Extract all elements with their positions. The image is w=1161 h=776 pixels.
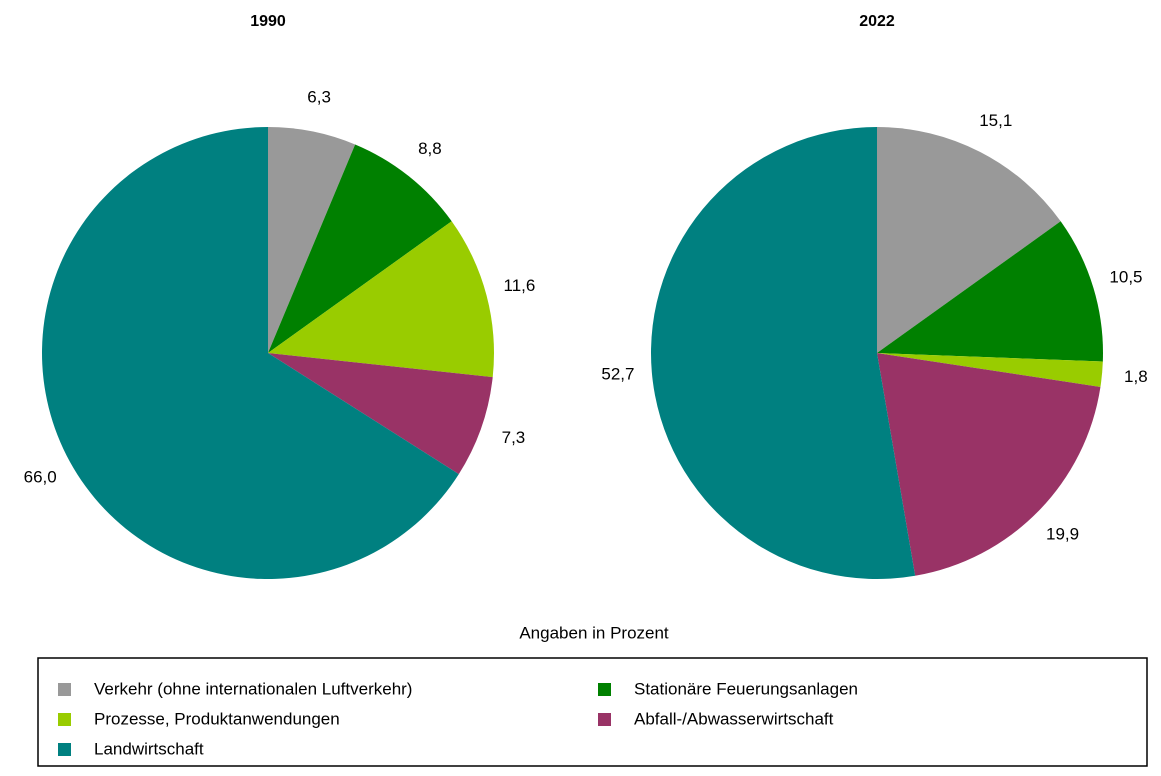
pie-slice: [268, 353, 493, 475]
legend-swatch: [58, 743, 71, 756]
legend-label: Prozesse, Produktanwendungen: [94, 709, 340, 728]
pie-slice: [268, 127, 356, 353]
data-label: 8,8: [418, 139, 442, 158]
legend-box: [37, 657, 1148, 767]
legend-label: Landwirtschaft: [94, 739, 204, 758]
data-label: 66,0: [24, 468, 57, 487]
pie-slice: [877, 127, 1061, 353]
data-label: 11,6: [504, 276, 536, 295]
legend-swatch: [598, 683, 611, 696]
pie-slice: [41, 127, 459, 580]
note: Angaben in Prozent: [519, 623, 669, 642]
data-label: 52,7: [601, 365, 634, 384]
pie-slice: [877, 353, 1103, 387]
data-label: 1,8: [1124, 367, 1148, 386]
legend-swatch: [58, 683, 71, 696]
pie-slice: [651, 127, 916, 579]
chart-title: 2022: [859, 13, 895, 30]
chart-title: 1990: [250, 13, 286, 30]
pie-slice: [268, 144, 452, 353]
pie-slice: [877, 353, 1101, 576]
data-label: 7,3: [502, 428, 526, 447]
legend-label: Stationäre Feuerungsanlagen: [634, 679, 858, 698]
data-label: 6,3: [307, 88, 331, 107]
legend-swatch: [598, 713, 611, 726]
data-label: 15,1: [979, 111, 1012, 130]
legend-swatch: [58, 713, 71, 726]
pie-slice: [268, 221, 494, 378]
data-label: 19,9: [1046, 525, 1079, 544]
pie-slice: [877, 221, 1103, 362]
legend-label: Abfall-/Abwasserwirtschaft: [634, 709, 834, 728]
legend-label: Verkehr (ohne internationalen Luftverkeh…: [94, 679, 412, 698]
data-label: 10,5: [1109, 268, 1142, 287]
